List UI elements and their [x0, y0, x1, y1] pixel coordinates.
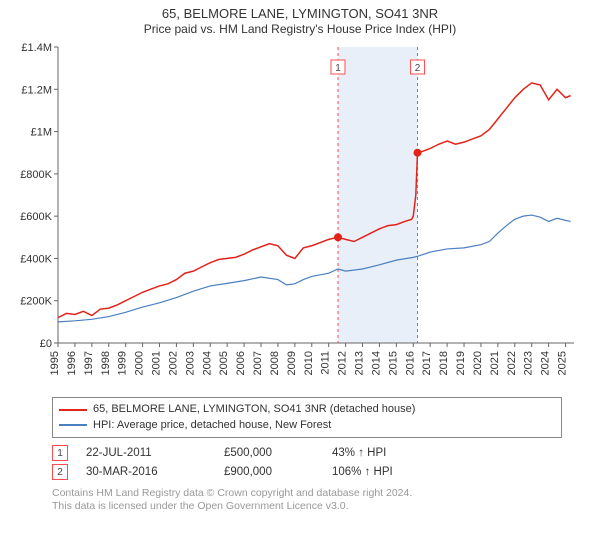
svg-text:2007: 2007	[252, 351, 264, 375]
svg-text:2004: 2004	[201, 351, 213, 375]
svg-text:£200K: £200K	[20, 296, 52, 308]
svg-text:1997: 1997	[83, 351, 95, 375]
sale-hpi-relative: 43% ↑ HPI	[332, 447, 442, 459]
sale-hpi-relative: 106% ↑ HPI	[332, 466, 442, 478]
svg-text:2005: 2005	[218, 351, 230, 375]
sale-date: 22-JUL-2011	[86, 447, 206, 459]
sale-marker-icon: 2	[52, 464, 68, 480]
sale-date: 30-MAR-2016	[86, 466, 206, 478]
sale-row: 2 30-MAR-2016 £900,000 106% ↑ HPI	[52, 464, 592, 480]
svg-text:2015: 2015	[387, 351, 399, 375]
legend-label: 65, BELMORE LANE, LYMINGTON, SO41 3NR (d…	[93, 402, 415, 417]
svg-text:£800K: £800K	[20, 169, 52, 181]
svg-text:2001: 2001	[151, 351, 163, 375]
svg-text:£1M: £1M	[31, 127, 52, 139]
svg-text:2003: 2003	[184, 351, 196, 375]
svg-text:2019: 2019	[455, 351, 467, 375]
sales-table: 1 22-JUL-2011 £500,000 43% ↑ HPI 2 30-MA…	[52, 442, 592, 483]
svg-text:1996: 1996	[66, 351, 78, 375]
legend-box: 65, BELMORE LANE, LYMINGTON, SO41 3NR (d…	[52, 397, 562, 438]
svg-text:£600K: £600K	[20, 211, 52, 223]
legend-swatch	[59, 409, 87, 411]
svg-text:2010: 2010	[303, 351, 315, 375]
svg-text:2002: 2002	[167, 351, 179, 375]
svg-text:2023: 2023	[523, 351, 535, 375]
svg-text:2018: 2018	[438, 351, 450, 375]
sale-price: £500,000	[224, 447, 314, 459]
legend-swatch	[59, 424, 87, 426]
svg-text:1995: 1995	[49, 351, 61, 375]
svg-text:2014: 2014	[370, 351, 382, 375]
sale-price: £900,000	[224, 466, 314, 478]
footer-attribution: Contains HM Land Registry data © Crown c…	[52, 487, 592, 513]
chart-svg: £0 £200K £400K £600K £800K £1M £1.2M £1.4M 1995 1…	[14, 41, 584, 391]
svg-text:2016: 2016	[404, 351, 416, 375]
footer-line: Contains HM Land Registry data © Crown c…	[52, 487, 592, 500]
legend-entry: 65, BELMORE LANE, LYMINGTON, SO41 3NR (d…	[59, 402, 555, 417]
sale-marker-icon: 1	[52, 445, 68, 461]
legend-label: HPI: Average price, detached house, New …	[93, 418, 331, 433]
svg-text:2013: 2013	[354, 351, 366, 375]
legend-entry: HPI: Average price, detached house, New …	[59, 418, 555, 433]
chart-subtitle: Price paid vs. HM Land Registry's House …	[8, 22, 592, 37]
chart-title: 65, BELMORE LANE, LYMINGTON, SO41 3NR	[8, 6, 592, 22]
svg-text:£1.2M: £1.2M	[21, 85, 52, 97]
svg-text:£1.4M: £1.4M	[21, 42, 52, 54]
footer-line: This data is licensed under the Open Gov…	[52, 500, 592, 513]
svg-text:2008: 2008	[269, 351, 281, 375]
svg-text:2012: 2012	[337, 351, 349, 375]
svg-text:2022: 2022	[506, 351, 518, 375]
sale-row: 1 22-JUL-2011 £500,000 43% ↑ HPI	[52, 445, 592, 461]
svg-text:2024: 2024	[540, 351, 552, 375]
svg-text:1999: 1999	[117, 351, 129, 375]
svg-text:£0: £0	[40, 338, 52, 350]
svg-text:2017: 2017	[421, 351, 433, 375]
svg-text:2006: 2006	[235, 351, 247, 375]
svg-text:2021: 2021	[489, 351, 501, 375]
svg-text:2: 2	[415, 63, 421, 74]
svg-text:2011: 2011	[320, 351, 332, 375]
svg-text:2020: 2020	[472, 351, 484, 375]
svg-text:2009: 2009	[286, 351, 298, 375]
svg-text:2025: 2025	[557, 351, 569, 375]
svg-text:£400K: £400K	[20, 254, 52, 266]
svg-text:1: 1	[335, 63, 341, 74]
chart-area: £0 £200K £400K £600K £800K £1M £1.2M £1.4M 1995 1…	[14, 41, 584, 391]
svg-text:1998: 1998	[100, 351, 112, 375]
svg-text:2000: 2000	[134, 351, 146, 375]
